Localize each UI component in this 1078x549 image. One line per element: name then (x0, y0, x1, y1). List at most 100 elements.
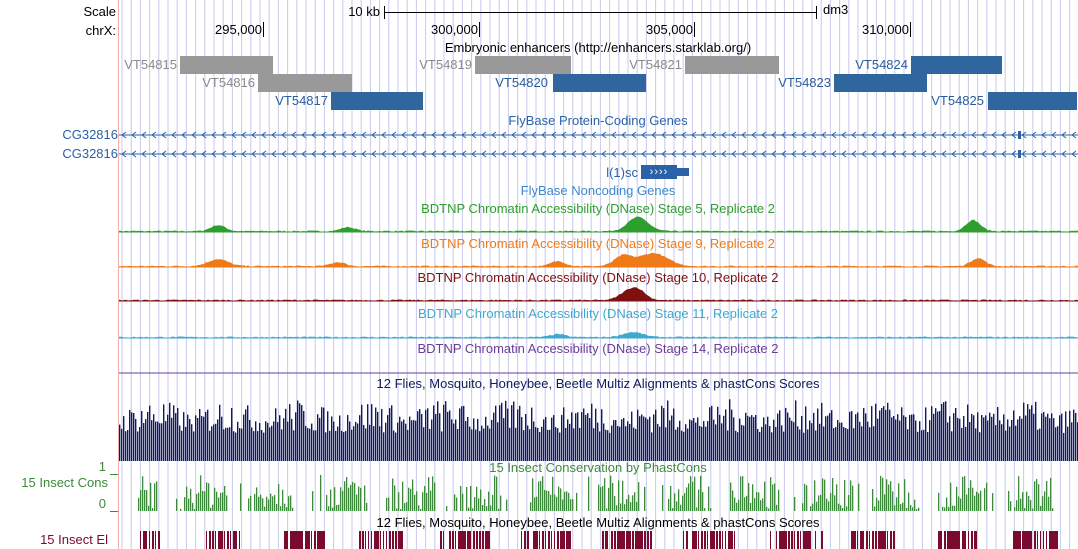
multiz-track-title[interactable]: 12 Flies, Mosquito, Honeybee, Beetle Mul… (376, 376, 820, 391)
dnase-stage11-title[interactable]: BDTNP Chromatin Accessibility (DNase) St… (417, 306, 779, 321)
phastcons-score-bar (364, 485, 366, 511)
multiz-score-bar (739, 418, 741, 461)
phastcons-score-bar (832, 478, 834, 511)
strand-chevron-icon (241, 131, 247, 139)
multiz-score-bar (233, 431, 235, 461)
insect-el-side-label[interactable]: 15 Insect El (40, 532, 108, 547)
noncoding-gene-feature[interactable]: ›››› (641, 165, 677, 179)
multiz-score-bar (929, 420, 931, 461)
phastcons-score-bar (984, 488, 986, 511)
dnase-stage10-signal[interactable] (118, 283, 1078, 303)
phastcons-score-bar (546, 490, 548, 511)
conserved-element-block (629, 531, 631, 549)
conserved-element-block (878, 531, 881, 549)
multiz-score-bar (885, 410, 887, 461)
transcript-label-2[interactable]: CG32816 (62, 146, 118, 161)
dnase-stage5-signal[interactable] (118, 214, 1078, 234)
multiz-score-bar (909, 415, 911, 461)
enhancer-label-vt54819[interactable]: VT54819 (419, 57, 472, 72)
insect-cons-plot[interactable] (118, 474, 1078, 512)
strand-chevron-icon (481, 150, 487, 158)
multiz-score-bar (263, 432, 265, 461)
enhancer-feature-vt54816[interactable] (258, 74, 352, 92)
insect-cons-ymax-tick (110, 474, 118, 475)
enhancer-label-vt54817[interactable]: VT54817 (275, 93, 328, 108)
enhancer-label-vt54824[interactable]: VT54824 (855, 57, 908, 72)
noncoding-gene-label[interactable]: l(1)sc (606, 165, 638, 180)
phastcons-score-bar (576, 492, 578, 511)
gene-cg32816-transcript-1[interactable] (118, 130, 1078, 140)
phastcons-score-bar (400, 509, 402, 511)
phastcons-score-bar (744, 497, 746, 511)
multiz-score-bar (249, 420, 251, 461)
strand-chevron-icon (601, 131, 607, 139)
protein-coding-genes-title[interactable]: FlyBase Protein-Coding Genes (508, 113, 688, 128)
multiz-score-bar (823, 426, 825, 461)
enhancer-feature-vt54824[interactable] (911, 56, 1002, 74)
transcript-label-1[interactable]: CG32816 (62, 127, 118, 142)
multiz-score-bar (561, 414, 563, 461)
dnase-stage9-signal[interactable] (118, 249, 1078, 269)
conserved-element-block (323, 531, 325, 549)
conserved-element-block (548, 531, 550, 549)
insect-cons-side-label[interactable]: 15 Insect Cons (21, 475, 108, 490)
phastcons-score-bar (336, 505, 338, 511)
enhancer-feature-vt54821[interactable] (685, 56, 779, 74)
enhancer-label-vt54815[interactable]: VT54815 (124, 57, 177, 72)
strand-chevron-icon (611, 131, 617, 139)
conserved-element-block (893, 531, 895, 549)
enhancer-label-vt54823[interactable]: VT54823 (778, 75, 831, 90)
enhancer-label-vt54820[interactable]: VT54820 (495, 75, 548, 90)
enhancer-feature-vt54825[interactable] (988, 92, 1077, 110)
enhancer-feature-vt54817[interactable] (331, 92, 423, 110)
dnase-stage14-title[interactable]: BDTNP Chromatin Accessibility (DNase) St… (417, 341, 779, 356)
phastcons-score-bar (148, 505, 150, 511)
multiz-score-bar (507, 408, 509, 461)
multiz-score-bar (281, 429, 283, 461)
multiz-score-bar (913, 414, 915, 461)
enhancer-feature-vt54820[interactable] (553, 74, 646, 92)
dnase-stage11-signal[interactable] (118, 320, 1078, 340)
multiz-score-bar (313, 430, 315, 461)
phastcons-score-bar (900, 504, 902, 511)
multiz-score-bar (171, 417, 173, 461)
multiz-conservation-plot[interactable] (118, 391, 1078, 461)
noncoding-genes-title[interactable]: FlyBase Noncoding Genes (520, 183, 676, 198)
strand-chevron-icon (541, 131, 547, 139)
phastcons-score-bar (894, 505, 896, 511)
strand-chevron-icon (871, 150, 877, 158)
multiz-score-bar (267, 422, 269, 461)
phastcons-score-bar (1026, 491, 1028, 511)
enhancer-label-vt54825[interactable]: VT54825 (931, 93, 984, 108)
phastcons-score-bar (240, 483, 242, 511)
phastcons-score-bar (332, 507, 334, 511)
insect-el-title[interactable]: 12 Flies, Mosquito, Honeybee, Beetle Mul… (376, 515, 820, 530)
dnase-stage10-title[interactable]: BDTNP Chromatin Accessibility (DNase) St… (417, 270, 779, 285)
phastcons-score-bar (470, 486, 472, 511)
conserved-element-block (968, 531, 969, 549)
dnase-stage5-title[interactable]: BDTNP Chromatin Accessibility (DNase) St… (421, 201, 775, 216)
multiz-score-bar (1027, 404, 1029, 461)
enhancer-label-vt54821[interactable]: VT54821 (629, 57, 682, 72)
multiz-score-bar (223, 429, 225, 461)
insect-cons-title[interactable]: 15 Insect Conservation by PhastCons (489, 460, 707, 475)
enhancer-label-vt54816[interactable]: VT54816 (202, 75, 255, 90)
insect-elements-plot[interactable] (118, 531, 1078, 549)
dnase-stage14-signal[interactable] (118, 355, 1078, 375)
conserved-element-block (1040, 531, 1041, 549)
strand-chevron-icon (211, 150, 217, 158)
enhancer-feature-vt54815[interactable] (180, 56, 273, 74)
phastcons-score-bar (562, 499, 564, 511)
multiz-score-bar (701, 426, 703, 461)
enhancers-track-title[interactable]: Embryonic enhancers (http://enhancers.st… (444, 40, 752, 55)
multiz-score-bar (833, 428, 835, 461)
dnase-stage9-title[interactable]: BDTNP Chromatin Accessibility (DNase) St… (421, 236, 775, 251)
phastcons-score-bar (478, 498, 480, 511)
gene-cg32816-transcript-2[interactable] (118, 149, 1078, 159)
scale-bar-line (384, 12, 817, 13)
enhancer-feature-vt54823[interactable] (834, 74, 927, 92)
multiz-score-bar (673, 408, 675, 461)
multiz-score-bar (211, 426, 213, 461)
multiz-score-bar (371, 404, 373, 461)
enhancer-feature-vt54819[interactable] (475, 56, 571, 74)
